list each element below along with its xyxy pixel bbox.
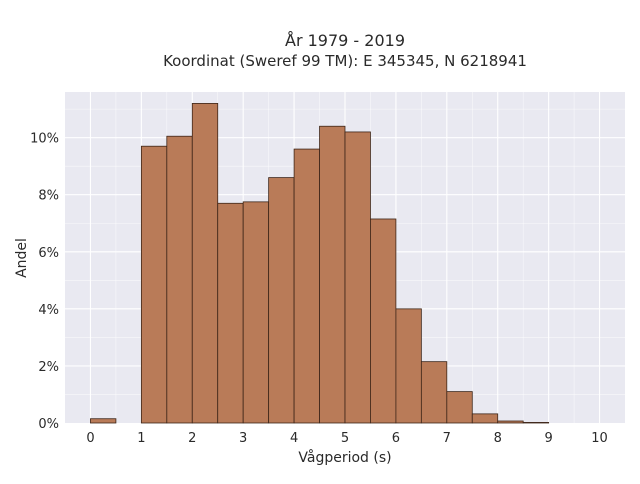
histogram-bar: [140, 145, 168, 424]
bars: [90, 103, 550, 424]
chart-title: År 1979 - 2019: [285, 31, 405, 50]
histogram-bar: [268, 177, 295, 424]
y-tick-label: 4%: [38, 303, 59, 318]
histogram-bar: [217, 202, 244, 424]
chart-subtitle: Koordinat (Sweref 99 TM): E 345345, N 62…: [163, 52, 527, 70]
x-tick-label: 8: [494, 431, 502, 446]
y-axis-ticks: 0% 2% 4% 6% 8% 10%: [30, 132, 59, 432]
histogram-bar: [319, 125, 346, 424]
x-axis-ticks: 0 1 2 3 4 5 6 7 8 9 10: [86, 431, 608, 446]
x-axis-label: Vågperiod (s): [298, 449, 391, 466]
x-tick-label: 4: [290, 431, 298, 446]
y-tick-label: 10%: [30, 132, 59, 147]
histogram-bar: [370, 218, 397, 424]
histogram-bar: [471, 413, 499, 424]
y-tick-label: 0%: [38, 417, 59, 432]
histogram-bar: [522, 422, 550, 424]
x-tick-label: 10: [591, 431, 608, 446]
x-tick-label: 5: [341, 431, 349, 446]
histogram-bar: [293, 148, 320, 424]
histogram-bar: [344, 131, 371, 424]
y-tick-label: 6%: [38, 246, 59, 261]
x-tick-label: 0: [86, 431, 94, 446]
histogram-bar: [191, 103, 219, 424]
histogram-bar: [90, 418, 117, 424]
x-tick-label: 7: [443, 431, 451, 446]
y-tick-label: 2%: [38, 360, 59, 375]
x-tick-label: 6: [392, 431, 400, 446]
x-tick-label: 1: [137, 431, 145, 446]
histogram-bar: [497, 420, 524, 424]
histogram-bar: [395, 308, 422, 424]
histogram-bar: [420, 361, 448, 424]
x-tick-label: 3: [239, 431, 247, 446]
y-axis-label: Andel: [14, 238, 30, 278]
histogram-bar: [242, 201, 270, 424]
histogram-bar: [166, 135, 193, 424]
x-tick-label: 9: [544, 431, 552, 446]
x-tick-label: 2: [188, 431, 196, 446]
histogram-bar: [446, 391, 473, 424]
y-tick-label: 8%: [38, 189, 59, 204]
